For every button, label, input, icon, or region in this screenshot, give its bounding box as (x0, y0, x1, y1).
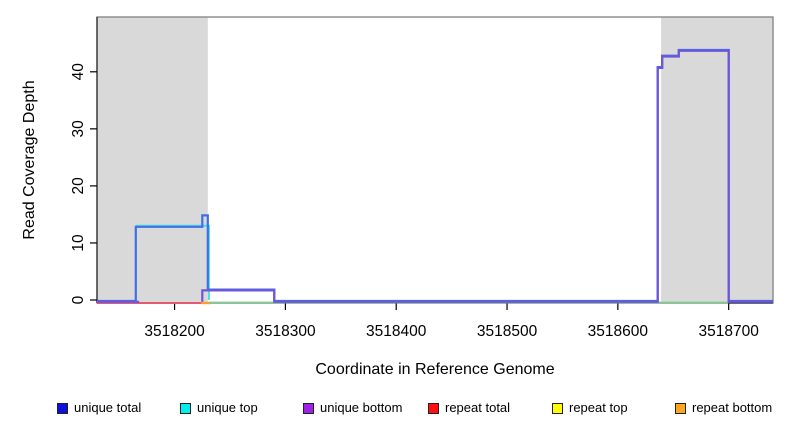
x-axis-label: Coordinate in Reference Genome (315, 361, 555, 378)
y-axis-label: Read Coverage Depth (21, 80, 38, 240)
legend-swatch-unique-bottom (303, 403, 314, 414)
masked-region-shading (661, 17, 773, 303)
y-tick-label: 0 (70, 295, 87, 304)
legend-swatch-unique-total (57, 403, 68, 414)
x-tick-label: 3518200 (144, 323, 205, 340)
legend-swatch-unique-top (180, 403, 191, 414)
x-tick-label: 3518300 (255, 323, 316, 340)
legend-label-repeat-bottom: repeat bottom (692, 400, 773, 415)
unique-bottom-line (201, 49, 773, 303)
legend-label-repeat-total: repeat total (445, 400, 511, 415)
y-tick-label: 30 (70, 120, 87, 138)
x-tick-label: 3518600 (588, 323, 649, 340)
legend-label-unique-bottom: unique bottom (320, 400, 403, 415)
legend-label-unique-total: unique total (74, 400, 142, 415)
y-tick-label: 10 (70, 234, 87, 252)
legend-swatch-repeat-top (552, 403, 563, 414)
legend-swatch-repeat-bottom (675, 403, 686, 414)
legend: unique total unique top unique bottom repea… (0, 399, 792, 423)
legend-label-unique-top: unique top (197, 400, 258, 415)
y-tick-label: 40 (70, 63, 87, 81)
x-tick-label: 3518700 (699, 323, 760, 340)
x-tick-label: 3518500 (477, 323, 538, 340)
legend-label-repeat-top: repeat top (569, 400, 628, 415)
y-tick-label: 20 (70, 177, 87, 195)
x-tick-label: 3518400 (366, 323, 427, 340)
masked-region-shading (97, 17, 208, 303)
legend-swatch-repeat-total (428, 403, 439, 414)
